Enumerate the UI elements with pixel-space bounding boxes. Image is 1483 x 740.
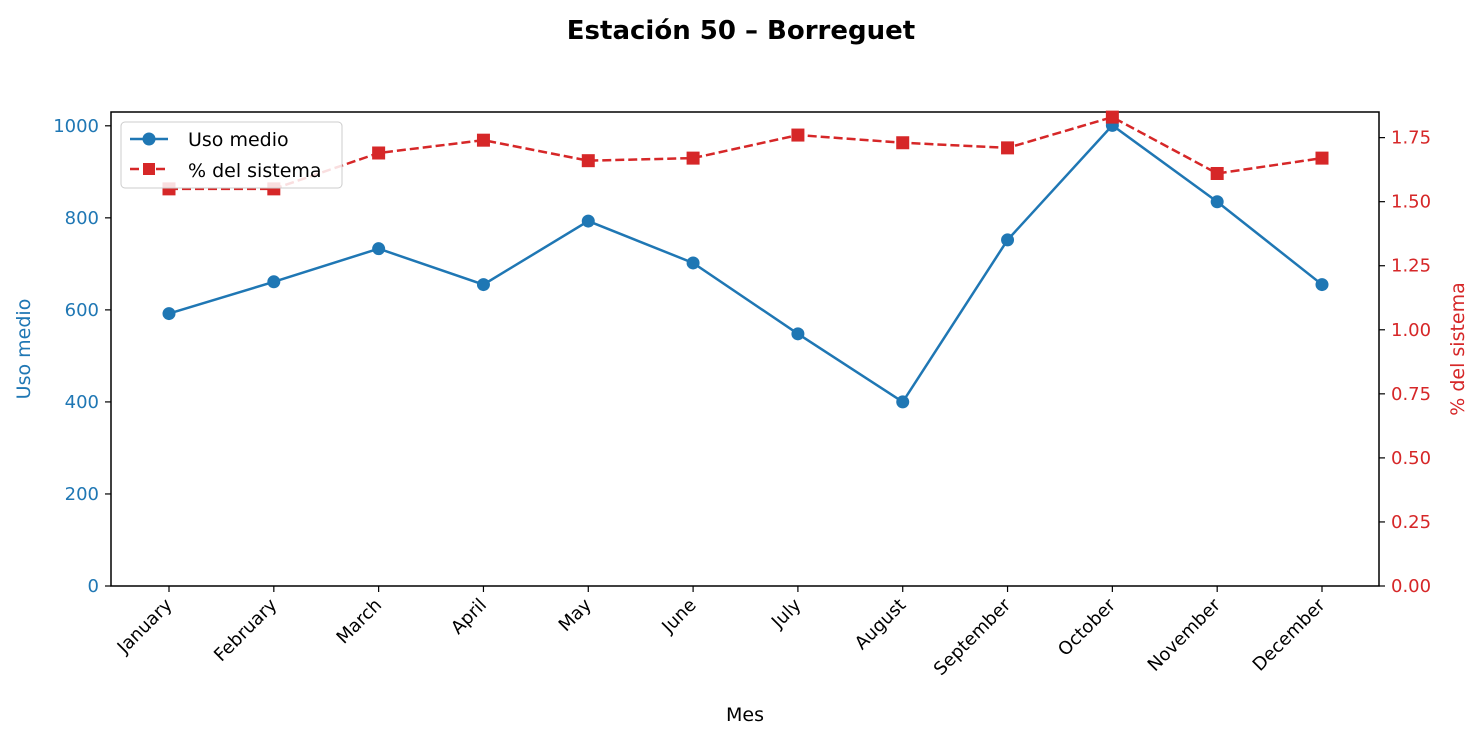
left-tick-label: 0 [88,576,99,597]
left-tick-label: 400 [65,392,99,413]
series-1-point [1105,110,1119,124]
series-1-point [1001,141,1015,155]
series-1-point [1315,151,1329,165]
x-tick-label: July [767,594,806,633]
x-axis: January February March April May June July Augu… [113,586,1330,680]
left-tick-label: 200 [65,484,99,505]
right-tick-label: 0.00 [1391,576,1431,597]
left-y-axis: 0 200 400 600 800 1000 [53,116,111,597]
x-tick-label: October [1054,594,1120,660]
x-tick-label: March [333,595,387,649]
plot-area [110,111,1380,587]
series-0-point [1210,195,1224,209]
x-tick-label: August [851,595,910,654]
right-tick-label: 0.75 [1391,384,1431,405]
legend-box [120,121,343,189]
left-tick-label: 600 [65,300,99,321]
series-1-point [791,128,805,142]
series-0-point [162,307,176,321]
series-layer [162,110,1329,409]
plot-frame [110,111,1380,587]
series-0-point [791,327,805,341]
x-axis-label: Mes [726,704,764,726]
legend-uso-medio-marker [142,132,156,146]
series-1-point [476,133,490,147]
x-tick-label: February [210,594,281,665]
series-1-point [581,154,595,168]
x-tick-label: May [555,594,596,635]
x-tick-label: January [113,594,177,658]
series-0-point [896,395,910,409]
x-tick-label: September [930,594,1016,680]
series-0-point [686,256,700,270]
series-1-point [1210,166,1224,180]
legend-pct-sistema-marker [143,163,155,175]
series-line-1 [169,115,1323,191]
right-y-axis: 0.00 0.25 0.50 0.75 1.00 1.25 1.50 1.75 [1379,128,1431,597]
legend-uso-medio-label: Uso medio [188,129,289,151]
x-tick-label: April [447,595,491,639]
x-tick-label: June [657,595,700,638]
series-0-point [581,214,595,228]
right-tick-label: 1.25 [1391,256,1431,277]
x-tick-label: November [1144,594,1225,675]
series-0-point [476,278,490,292]
left-y-axis-label: Uso medio [13,299,35,400]
right-tick-label: 0.50 [1391,448,1431,469]
right-tick-label: 0.25 [1391,512,1431,533]
left-tick-label: 1000 [53,116,99,137]
legend-pct-sistema-label: % del sistema [188,160,322,182]
series-0-point [1001,233,1015,247]
right-tick-label: 1.00 [1391,320,1431,341]
legend: Uso medio % del sistema [120,121,343,189]
right-tick-label: 1.50 [1391,192,1431,213]
series-1-point [896,136,910,150]
series-1-point [686,151,700,165]
left-tick-label: 800 [65,208,99,229]
series-1-point [372,146,386,160]
x-tick-label: December [1249,594,1330,675]
series-0-point [372,242,386,256]
series-line-0 [168,123,1323,404]
series-0-point [267,275,281,289]
right-y-axis-label: % del sistema [1447,282,1469,416]
series-0-point [1315,278,1329,292]
right-tick-label: 1.75 [1391,128,1431,149]
chart-title: Estación 50 – Borreguet [567,16,915,46]
